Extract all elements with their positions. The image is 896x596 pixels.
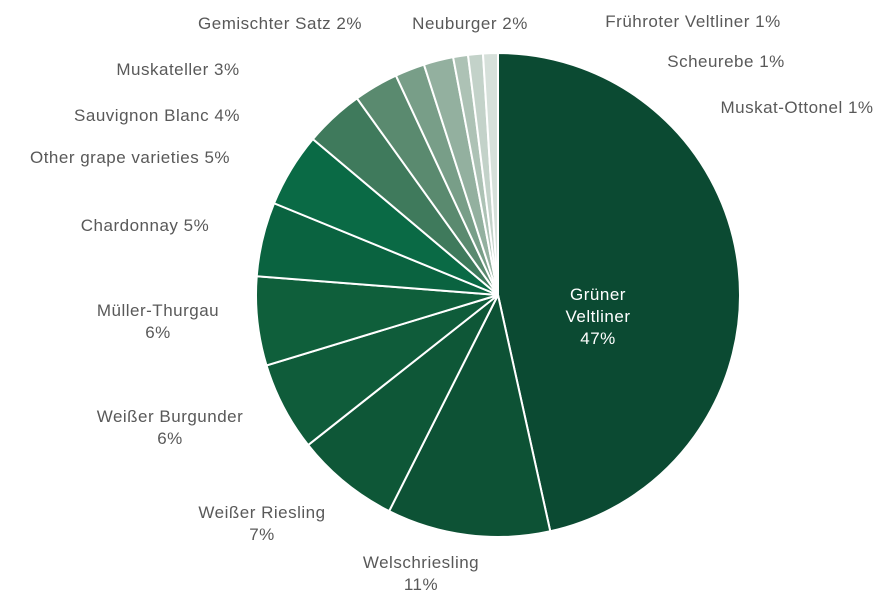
slice-label: Muskat-Ottonel 1%	[720, 97, 873, 119]
slice-label: Neuburger 2%	[412, 13, 528, 35]
slice-label: Weißer Riesling 7%	[192, 502, 332, 546]
slice-label: Scheurebe 1%	[667, 51, 785, 73]
value-label: 5%	[204, 148, 231, 167]
slice-label: Grüner Veltliner 47%	[551, 284, 646, 350]
value-label: 6%	[145, 323, 171, 342]
pie-slice	[306, 294, 499, 513]
slice-label: Chardonnay 5%	[81, 215, 209, 237]
value-label: 1%	[847, 98, 874, 117]
category-name: Chardonnay	[80, 216, 179, 235]
slice-label: Other grape varieties 5%	[30, 147, 230, 169]
slice-label: Sauvignon Blanc 4%	[74, 105, 240, 127]
slice-label: Welschriesling 11%	[351, 552, 491, 596]
value-label: 3%	[214, 60, 240, 79]
category-name: Sauvignon Blanc	[74, 106, 210, 125]
value-label: 5%	[183, 216, 210, 235]
category-name: Weißer Riesling	[198, 503, 326, 522]
category-name: Müller-Thurgau	[96, 301, 220, 320]
category-name: Gemischter Satz	[198, 14, 332, 33]
category-name: Muskat-Ottonel	[720, 98, 843, 117]
category-name: Scheurebe	[667, 52, 754, 71]
category-name: Muskateller	[116, 60, 209, 79]
category-name: Other grape varieties	[29, 148, 200, 167]
value-label: 1%	[759, 52, 785, 71]
category-name: Grüner Veltliner	[565, 285, 631, 326]
category-name: Weißer Burgunder	[96, 407, 244, 426]
category-name: Frühroter Veltliner	[605, 12, 750, 31]
value-label: 1%	[755, 12, 781, 31]
value-label: 47%	[580, 329, 616, 348]
pie-slice	[497, 51, 741, 533]
slice-label: Gemischter Satz 2%	[198, 13, 362, 35]
slice-label: Müller-Thurgau 6%	[78, 300, 238, 344]
pie-slice	[387, 292, 552, 538]
value-label: 7%	[249, 525, 275, 544]
value-label: 4%	[214, 106, 240, 125]
value-label: 2%	[502, 14, 528, 33]
value-label: 6%	[157, 429, 183, 448]
value-label: 2%	[336, 14, 362, 33]
category-name: Neuburger	[412, 14, 498, 33]
slice-label: Weißer Burgunder 6%	[80, 406, 260, 450]
slice-label: Frühroter Veltliner 1%	[605, 11, 780, 33]
value-label: 11%	[403, 575, 439, 594]
pie-slice	[481, 51, 499, 296]
category-name: Welschriesling	[362, 553, 480, 572]
slice-label: Muskateller 3%	[116, 59, 239, 81]
